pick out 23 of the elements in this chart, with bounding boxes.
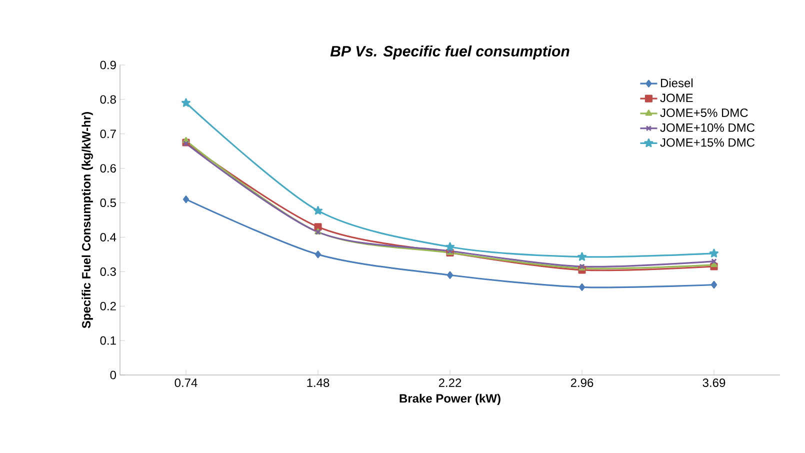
- x-tick-label: 2.96: [570, 378, 594, 388]
- chart-title: BP Vs. Specific fuel consumption: [330, 46, 570, 60]
- y-tick-label: 0.1: [100, 336, 116, 345]
- x-tick-label: 0.74: [174, 378, 198, 388]
- legend-label: JOME+15% DMC: [660, 138, 755, 147]
- legend-label: JOME: [660, 94, 693, 102]
- y-tick-label: 0.4: [100, 232, 116, 242]
- x-tick-label: 2.22: [438, 378, 462, 387]
- y-tick-label: 0.2: [100, 302, 116, 310]
- x-tick-label: 3.69: [702, 378, 726, 388]
- y-tick-label: 0.8: [100, 95, 116, 104]
- y-tick-label: 0.5: [100, 198, 116, 208]
- x-axis-title: Brake Power (kW): [400, 394, 500, 406]
- y-tick-label: 0.7: [100, 130, 116, 138]
- legend-label: JOME+10% DMC: [660, 123, 755, 132]
- legend-label: Diesel: [660, 78, 693, 88]
- legend-label: JOME+5% DMC: [660, 108, 748, 118]
- y-tick-label: 0.9: [100, 60, 116, 70]
- x-tick-label: 1.48: [307, 378, 330, 388]
- y-axis-title: Specific Fuel Consumption (kg/kW-hr): [82, 112, 93, 328]
- y-tick-label: 0.6: [100, 164, 116, 173]
- y-tick-label: 0: [110, 370, 116, 380]
- y-tick-label: 0.3: [100, 267, 116, 276]
